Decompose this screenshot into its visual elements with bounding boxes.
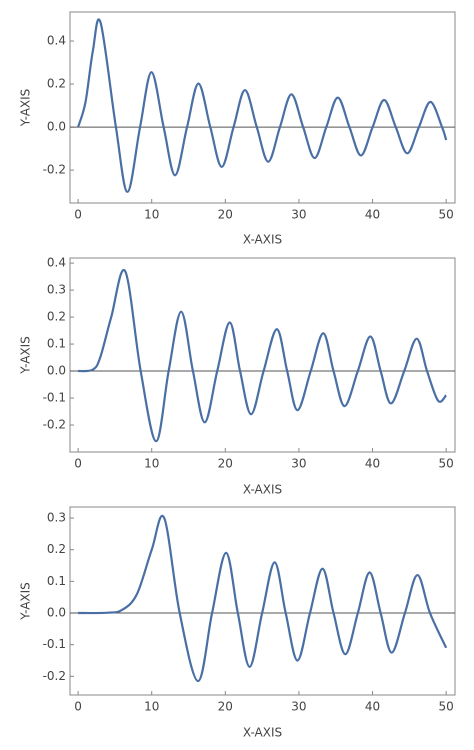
x-tick-label: 10 — [144, 457, 159, 471]
y-tick-label: 0.0 — [47, 606, 66, 620]
y-tick-label: 0.3 — [47, 511, 66, 525]
y-tick-label: -0.1 — [43, 637, 66, 651]
x-tick-label: 0 — [74, 700, 82, 714]
plot-frame — [69, 11, 456, 204]
y-axis-label: Y-AXIS — [19, 582, 33, 621]
x-tick-label: 0 — [74, 208, 82, 222]
x-tick-label: 0 — [74, 457, 82, 471]
y-tick-label: -0.2 — [43, 418, 66, 432]
line-series — [77, 18, 448, 193]
x-axis-label: X-AXIS — [243, 726, 282, 740]
x-tick-label: 30 — [291, 700, 306, 714]
y-tick-label: 0.1 — [47, 574, 66, 588]
x-tick-label: 40 — [365, 700, 380, 714]
x-axis-label: X-AXIS — [243, 233, 282, 247]
x-tick-label: 50 — [439, 457, 454, 471]
y-tick-label: 0.2 — [47, 77, 66, 91]
y-tick-label: -0.2 — [43, 163, 66, 177]
x-axis-label: X-AXIS — [243, 483, 282, 497]
line-series — [77, 268, 447, 443]
x-tick-label: 20 — [218, 208, 233, 222]
x-tick-label: 10 — [144, 208, 159, 222]
y-tick-label: 0.0 — [47, 120, 66, 134]
plot-frame — [69, 257, 456, 453]
x-tick-label: 20 — [218, 457, 233, 471]
x-tick-label: 50 — [439, 208, 454, 222]
y-tick-label: 0.2 — [47, 542, 66, 556]
x-tick-label: 40 — [365, 457, 380, 471]
y-tick-label: 0.4 — [47, 34, 66, 48]
y-tick-label: 0.2 — [47, 310, 66, 324]
y-tick-label: 0.0 — [47, 364, 66, 378]
line-series — [78, 514, 448, 683]
y-tick-label: 0.3 — [47, 283, 66, 297]
x-tick-label: 20 — [218, 700, 233, 714]
y-tick-label: 0.1 — [47, 337, 66, 351]
x-tick-label: 10 — [144, 700, 159, 714]
y-tick-label: -0.1 — [43, 391, 66, 405]
plot-frame — [69, 506, 456, 696]
y-tick-label: -0.2 — [43, 669, 66, 683]
x-tick-label: 40 — [365, 208, 380, 222]
x-tick-label: 50 — [439, 700, 454, 714]
y-axis-label: Y-AXIS — [19, 336, 33, 375]
x-tick-label: 30 — [291, 457, 306, 471]
x-tick-label: 30 — [291, 208, 306, 222]
y-tick-label: 0.4 — [47, 256, 66, 270]
y-axis-label: Y-AXIS — [19, 89, 33, 128]
